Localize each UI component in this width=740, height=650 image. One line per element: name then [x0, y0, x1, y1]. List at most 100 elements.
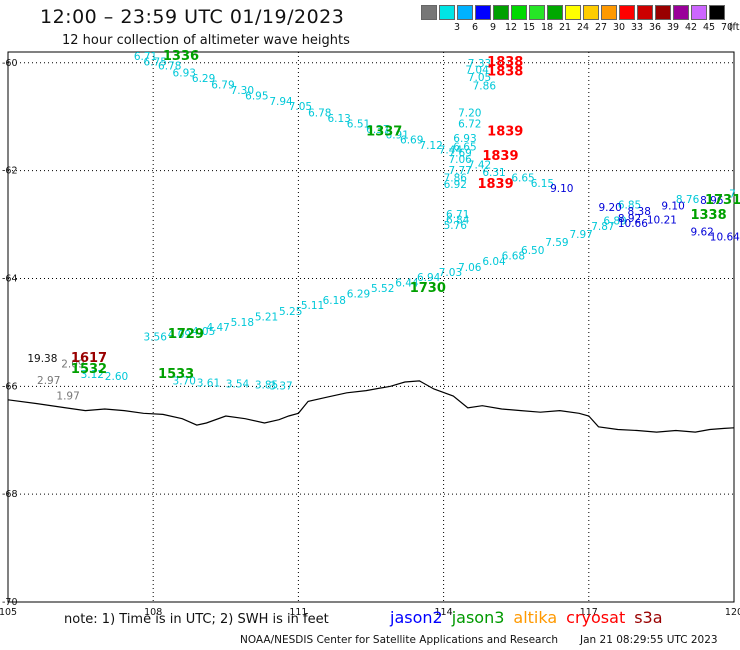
wave-height-value: 7.86 [473, 81, 497, 93]
wave-height-value: 6.78 [158, 60, 181, 72]
pass-time-label: 1532 [71, 362, 107, 377]
wave-height-value: 6.94 [417, 272, 441, 284]
wave-height-value: 5.11 [301, 300, 324, 312]
wave-height-value: 9.10 [661, 200, 684, 212]
legend-swatch [691, 5, 707, 20]
wave-height-value: 3.85 [255, 379, 278, 391]
wave-height-value: 3.54 [226, 378, 250, 390]
wave-height-value: 7.05 [468, 72, 491, 84]
legend-label: 42 [684, 22, 698, 33]
satellite-altika: altika [513, 608, 558, 627]
wave-height-value: 7.06 [448, 154, 472, 166]
wave-height-value: 6.68 [502, 251, 525, 263]
lon-tick-label: 105 [0, 607, 17, 618]
legend-swatch [475, 5, 491, 20]
legend-label: 39 [666, 22, 680, 33]
legend-swatch [601, 5, 617, 20]
wave-height-value: 5.76 [444, 220, 468, 232]
legend-swatch [493, 5, 509, 20]
wave-height-value: 1.97 [56, 390, 79, 402]
pass-time-label: 1839 [482, 149, 518, 164]
legend-label: 3 [453, 22, 461, 33]
satellite-legend: jason2 jason3 altika cryosat s3a [390, 608, 672, 627]
legend-swatch [637, 5, 653, 20]
satellite-s3a: s3a [634, 608, 663, 627]
wave-height-value: 3.12 [81, 369, 104, 381]
wave-height-value: 8.76 [676, 194, 700, 206]
wave-height-value: 6.29 [192, 73, 215, 85]
lat-tick-label: -62 [2, 166, 18, 177]
lon-tick-label: 111 [289, 607, 307, 618]
wave-height-value: 6.31 [482, 167, 505, 179]
wave-height-value: 3.37 [269, 381, 292, 393]
wave-height-value: 6.44 [395, 278, 419, 290]
wave-height-value: 5.25 [279, 306, 302, 318]
pass-time-label: 1839 [487, 125, 523, 140]
legend-swatch [421, 5, 437, 20]
wave-height-value: 9.10 [550, 183, 573, 195]
legend-swatch [619, 5, 635, 20]
wave-height-value: 3.70 [173, 376, 196, 388]
pass-time-label: 1730 [410, 281, 446, 296]
wave-height-value: 6.72 [458, 118, 481, 130]
wave-height-value: 6.51 [347, 118, 370, 130]
wave-height-value: 5.52 [371, 283, 394, 295]
wave-height-value: 7.33 [468, 58, 491, 70]
pass-time-label: 1337 [366, 125, 402, 140]
wave-height-value: 6.93 [173, 67, 196, 79]
legend-label: 70 [720, 22, 734, 33]
wave-height-value: 7.77 [448, 165, 471, 177]
wave-height-value: 6.15 [531, 178, 554, 190]
wave-height-value: 7.87 [591, 221, 614, 233]
wave-height-value: 6.92 [444, 179, 467, 191]
wave-height-value: 7.42 [468, 159, 491, 171]
wave-height-value: 10.48 [739, 240, 740, 252]
legend-label: 33 [630, 22, 644, 33]
wave-height-value: 6.29 [347, 288, 370, 300]
legend-label: 45 [702, 22, 716, 33]
wave-height-value: 6.13 [327, 113, 350, 125]
satellite-cryosat: cryosat [566, 608, 626, 627]
wave-height-value: 6.50 [521, 245, 544, 257]
wave-height-value: 7.05 [289, 101, 312, 113]
generation-timestamp: Jan 21 08:29:55 UTC 2023 [580, 634, 718, 646]
wave-height-value: 5.18 [231, 317, 254, 329]
legend-label: 18 [540, 22, 554, 33]
wave-height-value: 2.97 [37, 375, 60, 387]
lat-tick-label: -64 [2, 273, 18, 284]
wave-height-value: 7.44 [439, 144, 463, 156]
wave-height-value: 7.06 [458, 262, 482, 274]
pass-time-label: 1839 [477, 177, 513, 192]
legend-swatch [583, 5, 599, 20]
wave-height-value: 7.30 [231, 85, 254, 97]
legend-swatch [655, 5, 671, 20]
wave-height-value: 8.92 [618, 213, 641, 225]
wave-height-value: 7.12 [419, 140, 442, 152]
lat-tick-label: -68 [2, 489, 18, 500]
pass-time-label: 1338 [690, 208, 726, 223]
wave-height-value: 19.38 [27, 353, 57, 365]
wave-height-value: 6.89 [603, 216, 626, 228]
wave-height-value: 6.93 [453, 133, 476, 145]
wave-height-value: 4.05 [192, 326, 215, 338]
legend-label: 6 [471, 22, 479, 33]
wave-height-value: 3.61 [197, 377, 220, 389]
wave-height-value: 2.09 [61, 358, 84, 370]
pass-time-label: 1533 [158, 367, 194, 382]
satellite-jason3: jason3 [451, 608, 505, 627]
legend-label: 15 [522, 22, 536, 33]
wave-height-value: 6.04 [482, 256, 506, 268]
wave-height-value: 7.20 [458, 108, 481, 120]
legend-swatch [457, 5, 473, 20]
map-frame [7, 51, 735, 603]
lon-tick-label: 120 [725, 607, 740, 618]
wave-height-value: 7.59 [545, 237, 568, 249]
lon-tick-label: 114 [435, 607, 453, 618]
wave-height-value: 3.56 [144, 331, 168, 343]
page-subtitle: 12 hour collection of altimeter wave hei… [62, 33, 350, 48]
wave-height-value: 6.78 [308, 108, 331, 120]
legend-swatch [709, 5, 725, 20]
wave-height-value: 7.69 [448, 148, 471, 160]
pass-time-label: 1838 [487, 55, 523, 70]
wave-height-value: 6.65 [511, 172, 534, 184]
